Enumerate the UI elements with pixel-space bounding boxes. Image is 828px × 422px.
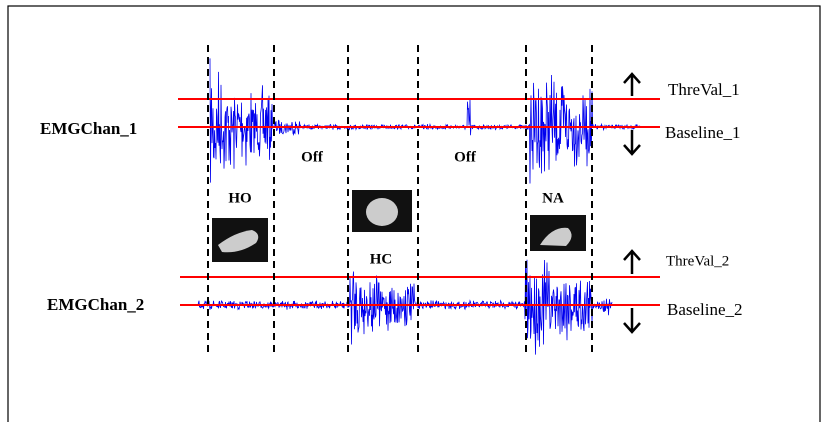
channel-label: EMGChan_1 (40, 119, 137, 138)
threshold-label: ThreVal_2 (666, 253, 729, 269)
threshold-label: ThreVal_1 (668, 80, 740, 99)
frame (8, 6, 820, 422)
channel-label: EMGChan_2 (47, 295, 144, 314)
state-label: HO (228, 190, 251, 206)
baseline-label: Baseline_1 (665, 123, 741, 142)
baseline-label: Baseline_2 (667, 300, 743, 319)
state-label: Off (454, 149, 477, 165)
state-label: HC (370, 251, 393, 267)
hand-shape (366, 198, 398, 226)
state-label: NA (542, 190, 564, 206)
state-label: Off (301, 149, 324, 165)
